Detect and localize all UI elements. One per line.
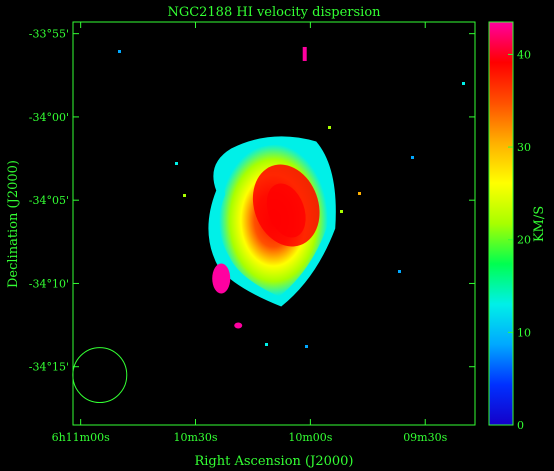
x-tick-label: 6h11m00s	[52, 431, 111, 444]
noise-speckle	[462, 82, 465, 85]
noise-speckle	[340, 210, 343, 213]
galaxy-peak	[266, 183, 306, 238]
noise-speckle	[175, 162, 178, 165]
y-tick-label: -34°00'	[29, 111, 69, 124]
beam-ellipse	[72, 347, 128, 404]
noise-speckle	[118, 50, 121, 53]
high-dispersion-spot	[234, 322, 243, 329]
colorbar-tick-label: 30	[517, 141, 531, 154]
dispersion-map	[118, 46, 465, 348]
noise-speckle	[328, 126, 331, 129]
noise-speckle	[411, 156, 414, 159]
noise-speckle	[398, 270, 401, 273]
chart-title: NGC2188 HI velocity dispersion	[167, 5, 381, 20]
noise-speckle	[183, 194, 186, 197]
axis-ticks: 6h11m00s 10m30s 10m00s 09m30s -33°55' -34°00'…	[29, 22, 475, 444]
noise-speckle	[305, 345, 308, 348]
noise-speckle	[358, 192, 361, 195]
y-tick-label: -34°15'	[29, 361, 69, 374]
colorbar-ticks: 0 10 20 30 40	[508, 48, 531, 432]
colorbar-tick-label: 20	[517, 234, 531, 247]
colorbar-label: KM/S	[532, 206, 547, 242]
colorbar	[488, 21, 514, 426]
plot-frame	[72, 21, 476, 426]
high-dispersion-spot-top	[302, 46, 307, 61]
x-tick-label: 10m00s	[288, 431, 332, 444]
y-axis-label: Declination (J2000)	[6, 160, 21, 288]
colorbar-tick-label: 40	[517, 48, 531, 61]
colorbar-tick-label: 0	[517, 419, 524, 432]
noise-speckle	[265, 343, 268, 346]
x-tick-label: 10m30s	[173, 431, 217, 444]
x-axis-label: Right Ascension (J2000)	[194, 454, 353, 469]
y-tick-label: -33°55'	[29, 28, 69, 41]
y-tick-label: -34°05'	[29, 194, 69, 207]
x-tick-label: 09m30s	[403, 431, 447, 444]
colorbar-tick-label: 10	[517, 326, 531, 339]
y-tick-label: -34°10'	[29, 277, 69, 290]
high-dispersion-blob	[212, 263, 231, 294]
